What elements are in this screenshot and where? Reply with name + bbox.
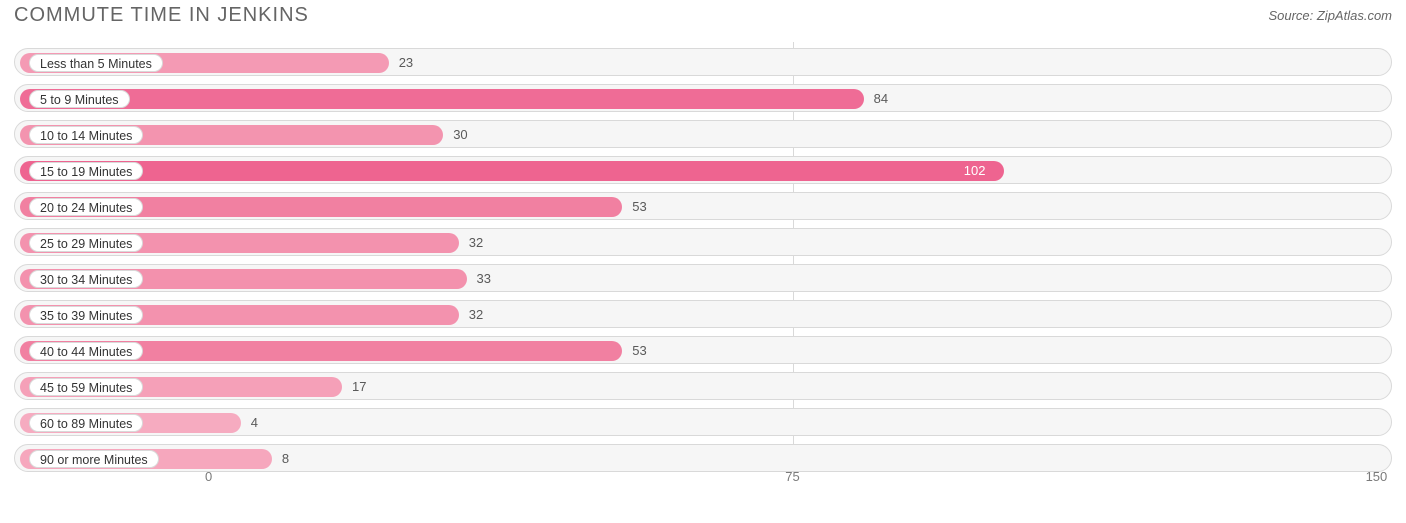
bar-row: 5 to 9 Minutes 84 bbox=[14, 84, 1392, 112]
bar-fill bbox=[20, 161, 1004, 181]
value-label: 32 bbox=[459, 301, 483, 329]
bar-row: 60 to 89 Minutes 4 bbox=[14, 408, 1392, 436]
value-label: 30 bbox=[443, 121, 467, 149]
category-label: 5 to 9 Minutes bbox=[29, 90, 130, 108]
category-label: 15 to 19 Minutes bbox=[29, 162, 143, 180]
category-label: Less than 5 Minutes bbox=[29, 54, 163, 72]
value-label: 102 bbox=[964, 157, 998, 185]
bar-row: 15 to 19 Minutes 102 bbox=[14, 156, 1392, 184]
value-label: 23 bbox=[389, 49, 413, 77]
bar-row: 20 to 24 Minutes 53 bbox=[14, 192, 1392, 220]
bar-row: 35 to 39 Minutes 32 bbox=[14, 300, 1392, 328]
category-label: 35 to 39 Minutes bbox=[29, 306, 143, 324]
bar-row: 10 to 14 Minutes 30 bbox=[14, 120, 1392, 148]
chart-title: COMMUTE TIME IN JENKINS bbox=[14, 4, 1392, 27]
category-label: 30 to 34 Minutes bbox=[29, 270, 143, 288]
bar-row: 25 to 29 Minutes 32 bbox=[14, 228, 1392, 256]
bar-row: 40 to 44 Minutes 53 bbox=[14, 336, 1392, 364]
value-label: 53 bbox=[622, 337, 646, 365]
category-label: 40 to 44 Minutes bbox=[29, 342, 143, 360]
bar-row: Less than 5 Minutes 23 bbox=[14, 48, 1392, 76]
value-label: 8 bbox=[272, 445, 289, 473]
category-label: 60 to 89 Minutes bbox=[29, 414, 143, 432]
bar-row: 30 to 34 Minutes 33 bbox=[14, 264, 1392, 292]
value-label: 53 bbox=[622, 193, 646, 221]
bar-row: 90 or more Minutes 8 bbox=[14, 444, 1392, 472]
category-label: 45 to 59 Minutes bbox=[29, 378, 143, 396]
value-label: 32 bbox=[459, 229, 483, 257]
value-label: 84 bbox=[864, 85, 888, 113]
bar-row: 45 to 59 Minutes 17 bbox=[14, 372, 1392, 400]
category-label: 25 to 29 Minutes bbox=[29, 234, 143, 252]
category-label: 10 to 14 Minutes bbox=[29, 126, 143, 144]
value-label: 33 bbox=[467, 265, 491, 293]
plot-area: 075150Less than 5 Minutes235 to 9 Minute… bbox=[14, 48, 1392, 484]
chart-container: COMMUTE TIME IN JENKINS Source: ZipAtlas… bbox=[14, 4, 1392, 519]
value-label: 4 bbox=[241, 409, 258, 437]
category-label: 20 to 24 Minutes bbox=[29, 198, 143, 216]
bar-fill bbox=[20, 89, 864, 109]
chart-source: Source: ZipAtlas.com bbox=[1268, 8, 1392, 23]
value-label: 17 bbox=[342, 373, 366, 401]
category-label: 90 or more Minutes bbox=[29, 450, 159, 468]
